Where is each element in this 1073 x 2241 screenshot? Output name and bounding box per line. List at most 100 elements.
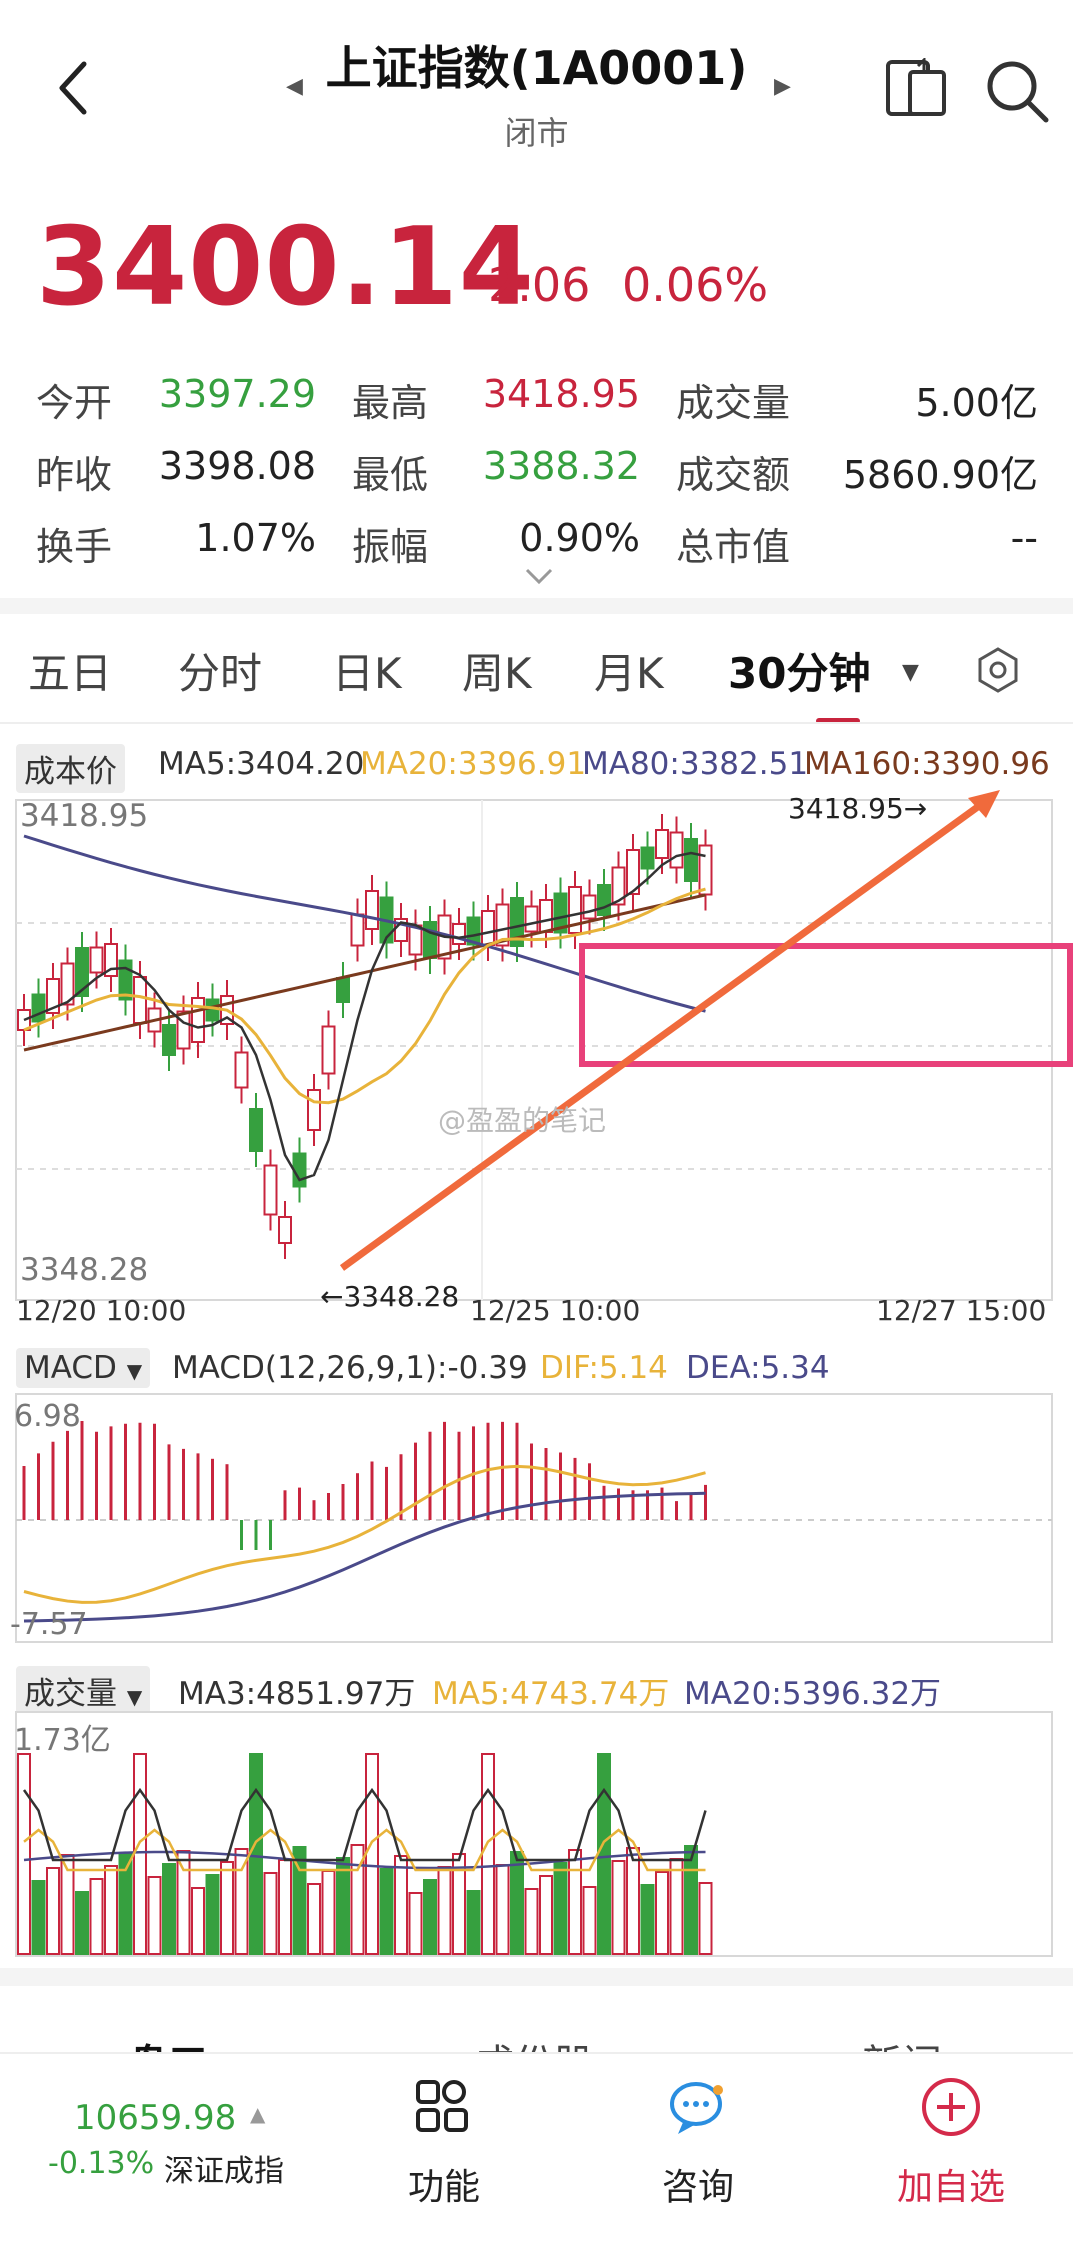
candle [597, 884, 611, 916]
volume-bar [46, 1867, 60, 1955]
candle [669, 831, 684, 869]
stat-label-turnover-rate: 换手 [36, 525, 113, 569]
candle [162, 1024, 176, 1056]
chart-settings-button[interactable] [974, 646, 1022, 694]
consult-button[interactable] [668, 2078, 728, 2138]
volume-ma20: MA20:5396.32万 [684, 1676, 942, 1712]
legend-ma80: MA80:3382.51 [582, 746, 809, 782]
caret-down-icon: ▼ [126, 1685, 143, 1709]
info-tabs-peek: 盘口 成份股 新闻 [0, 1986, 1073, 2052]
tab-five-day[interactable]: 五日 [28, 649, 113, 698]
y-axis-high: 3418.95 [20, 798, 148, 834]
candle [553, 892, 568, 934]
tab-weekly-k[interactable]: 周K [462, 649, 532, 698]
switch-view-button[interactable] [884, 56, 950, 120]
volume-bar [582, 1886, 597, 1955]
stat-label-volume: 成交量 [676, 381, 791, 425]
legend-ma20: MA20:3396.91 [360, 746, 587, 782]
expand-stats-button[interactable] [524, 566, 554, 586]
previous-stock-button[interactable]: ◀ [286, 74, 303, 99]
next-stock-button[interactable]: ▶ [774, 74, 791, 99]
ticker-up-icon: ▲ [250, 2102, 266, 2126]
candle [321, 1025, 336, 1075]
macd-indicator-chip[interactable]: MACD ▼ [16, 1348, 151, 1388]
price-change-percent: 0.06% [622, 258, 769, 312]
volume-bar [539, 1875, 553, 1955]
candle [75, 947, 89, 997]
volume-bar [220, 1861, 234, 1955]
candle [481, 910, 495, 946]
macd-y-bottom: -7.57 [10, 1607, 88, 1642]
search-button[interactable] [984, 58, 1050, 124]
volume-bar [307, 1883, 321, 1955]
active-tab-indicator [816, 718, 860, 724]
tab-components[interactable]: 成份股 [474, 2032, 594, 2052]
volume-bar [350, 1844, 365, 1955]
tab-bar-border [0, 722, 1073, 724]
ticker-value[interactable]: 10659.98 [74, 2098, 237, 2138]
watermark: @盈盈的笔记 [438, 1104, 606, 1137]
grid-apps-icon [416, 2080, 468, 2132]
volume-bar [423, 1879, 437, 1955]
stat-label-low: 最低 [352, 453, 429, 497]
volume-bar [611, 1860, 626, 1955]
macd-chart[interactable]: 6.98 -7.57 [0, 1392, 1073, 1646]
volume-bar [162, 1863, 176, 1955]
candle [423, 921, 437, 959]
candle [568, 886, 582, 934]
tab-order-book[interactable]: 盘口 [128, 2032, 208, 2052]
stat-value-turnover: 5860.90亿 [842, 453, 1038, 497]
stat-value-low: 3388.32 [482, 444, 640, 488]
ticker-change: -0.13% [48, 2146, 155, 2181]
caret-down-icon[interactable]: ▼ [902, 660, 919, 685]
volume-chart[interactable]: 1.73亿 [0, 1710, 1073, 1962]
volume-y-top: 1.73亿 [14, 1723, 111, 1758]
consult-label[interactable]: 咨询 [661, 2167, 734, 2208]
back-button[interactable] [50, 58, 94, 118]
function-button[interactable] [414, 2078, 474, 2138]
volume-bar [191, 1887, 205, 1955]
volume-ma5: MA5:4743.74万 [432, 1676, 670, 1712]
candle [684, 838, 698, 882]
tab-30min[interactable]: 30分钟 [728, 649, 871, 698]
annotation-box [579, 943, 1073, 1067]
volume-bar [698, 1882, 713, 1955]
candle [307, 1089, 321, 1131]
x-label-mid: 12/25 10:00 [470, 1294, 640, 1327]
plus-circle-icon [922, 2078, 980, 2136]
stat-label-prev-close: 昨收 [36, 453, 113, 497]
tab-news[interactable]: 新闻 [862, 2032, 942, 2052]
add-watchlist-button[interactable] [920, 2076, 982, 2138]
section-divider [0, 598, 1073, 614]
kline-chart[interactable]: 3418.95 3348.28 3418.95→ ←3348.28 @盈盈的笔记… [0, 790, 1073, 1340]
volume-bar [31, 1880, 46, 1955]
candle [611, 866, 626, 906]
volume-bar [568, 1849, 582, 1955]
x-label-start: 12/20 10:00 [16, 1294, 186, 1327]
candle [510, 897, 524, 947]
volume-bar [669, 1858, 684, 1955]
macd-chip-label: MACD [24, 1350, 117, 1386]
volume-bar [481, 1753, 495, 1955]
function-label[interactable]: 功能 [407, 2167, 480, 2208]
tab-monthly-k[interactable]: 月K [594, 649, 664, 698]
y-axis-low: 3348.28 [20, 1252, 148, 1288]
volume-bar [292, 1846, 307, 1955]
tab-intraday[interactable]: 分时 [178, 649, 263, 698]
chevron-down-icon [525, 568, 553, 585]
volume-bar [510, 1851, 524, 1955]
volume-ma3: MA3:4851.97万 [178, 1676, 416, 1712]
candle [640, 846, 655, 870]
section-divider [0, 1968, 1073, 1986]
candle [698, 844, 713, 896]
add-watchlist-label[interactable]: 加自选 [896, 2167, 1005, 2208]
volume-indicator-chip[interactable]: 成交量 ▼ [16, 1666, 151, 1715]
tab-daily-k[interactable]: 日K [332, 649, 402, 698]
candle [234, 1051, 249, 1089]
cost-price-chip[interactable]: 成本价 [16, 744, 125, 793]
ticker-name[interactable]: 深证成指 [164, 2154, 284, 2189]
candle [350, 913, 365, 947]
volume-bar [205, 1874, 220, 1955]
stat-value-volume: 5.00亿 [915, 381, 1038, 425]
candle [336, 977, 350, 1003]
